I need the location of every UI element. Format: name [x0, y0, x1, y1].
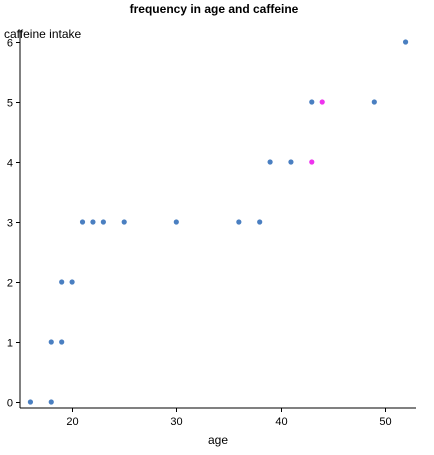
data-point — [90, 219, 96, 225]
y-tick-label: 0 — [7, 398, 13, 410]
data-point — [173, 219, 179, 225]
data-point — [100, 219, 106, 225]
x-tick-label: 20 — [66, 416, 78, 428]
x-tick-label: 50 — [379, 416, 391, 428]
data-point — [59, 279, 65, 285]
y-tick-label: 3 — [7, 218, 13, 230]
data-point — [309, 159, 315, 165]
data-point — [371, 99, 377, 105]
data-point — [236, 219, 242, 225]
data-point — [309, 99, 315, 105]
y-axis-title: caffeine intake — [4, 27, 81, 41]
data-point — [69, 279, 75, 285]
y-tick-label: 4 — [7, 158, 13, 170]
data-point — [48, 339, 54, 345]
data-point — [319, 99, 325, 105]
data-point — [267, 159, 273, 165]
x-axis-title: age — [208, 433, 228, 447]
x-tick-label: 30 — [170, 416, 182, 428]
y-tick-label: 1 — [7, 338, 13, 350]
axes: 0 1 2 3 4 5 6 20 30 40 50 — [7, 30, 416, 428]
y-tick-label: 6 — [7, 38, 13, 50]
data-point — [402, 39, 409, 45]
data-point — [288, 159, 294, 165]
data-points — [27, 39, 409, 405]
data-point — [59, 339, 65, 345]
y-tick-label: 5 — [7, 98, 13, 110]
data-point — [257, 219, 263, 225]
data-point — [121, 219, 127, 225]
x-tick-label: 40 — [275, 416, 287, 428]
chart-title: frequency in age and caffeine — [130, 2, 299, 16]
y-tick-label: 2 — [7, 278, 13, 290]
data-point — [79, 219, 86, 225]
data-point — [48, 399, 54, 405]
data-point — [27, 399, 34, 405]
